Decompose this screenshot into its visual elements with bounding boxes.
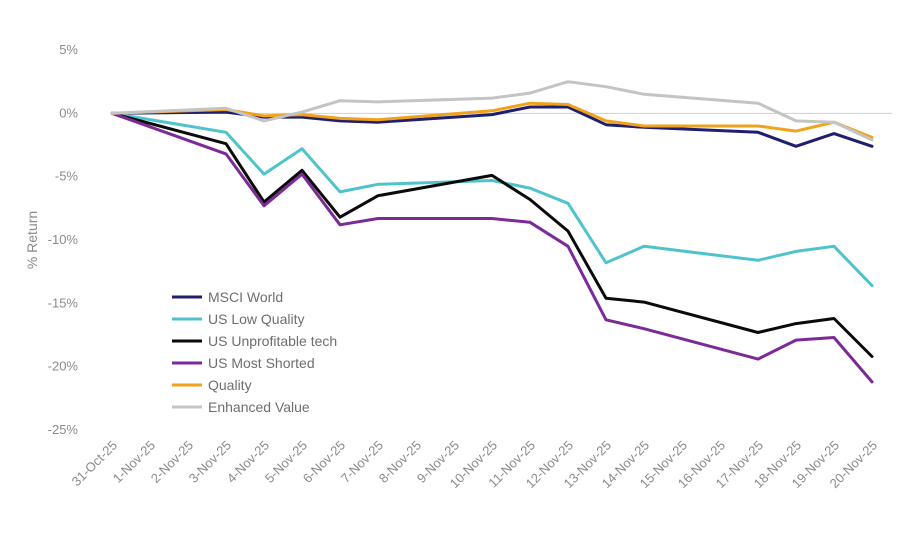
series-line-us-most-shorted bbox=[110, 111, 874, 384]
x-tick-labels-group: 31-Oct-251-Nov-252-Nov-253-Nov-254-Nov-2… bbox=[69, 438, 880, 492]
legend-label-enhanced-value: Enhanced Value bbox=[208, 399, 310, 415]
series-lines-group bbox=[110, 80, 874, 384]
y-axis-title: % Return bbox=[24, 211, 40, 269]
y-tick-label: -15% bbox=[48, 295, 79, 310]
legend-label-us-most-shorted: US Most Shorted bbox=[208, 355, 315, 371]
series-line-quality bbox=[110, 101, 874, 139]
y-tick-label: -25% bbox=[48, 422, 79, 437]
y-tick-label: -20% bbox=[48, 359, 79, 374]
series-line-us-low-quality bbox=[110, 111, 874, 288]
y-tick-label: 0% bbox=[59, 105, 78, 120]
series-line-enhanced-value bbox=[110, 80, 874, 142]
legend: MSCI World US Low Quality US Unprofitable … bbox=[172, 289, 337, 415]
legend-label-us-low-quality: US Low Quality bbox=[208, 311, 304, 327]
y-tick-labels-group: 5% 0% -5% -10% -15% -20% -25% bbox=[48, 42, 79, 437]
y-tick-label: 5% bbox=[59, 42, 78, 57]
legend-label-quality: Quality bbox=[208, 377, 252, 393]
y-tick-label: -10% bbox=[48, 232, 79, 247]
y-tick-label: -5% bbox=[55, 169, 79, 184]
x-tick-label: 31-Oct-25 bbox=[69, 438, 120, 489]
legend-label-us-unprofitable-tech: US Unprofitable tech bbox=[208, 333, 337, 349]
series-line-us-unprofitable-tech bbox=[110, 111, 874, 358]
legend-label-msci-world: MSCI World bbox=[208, 289, 283, 305]
